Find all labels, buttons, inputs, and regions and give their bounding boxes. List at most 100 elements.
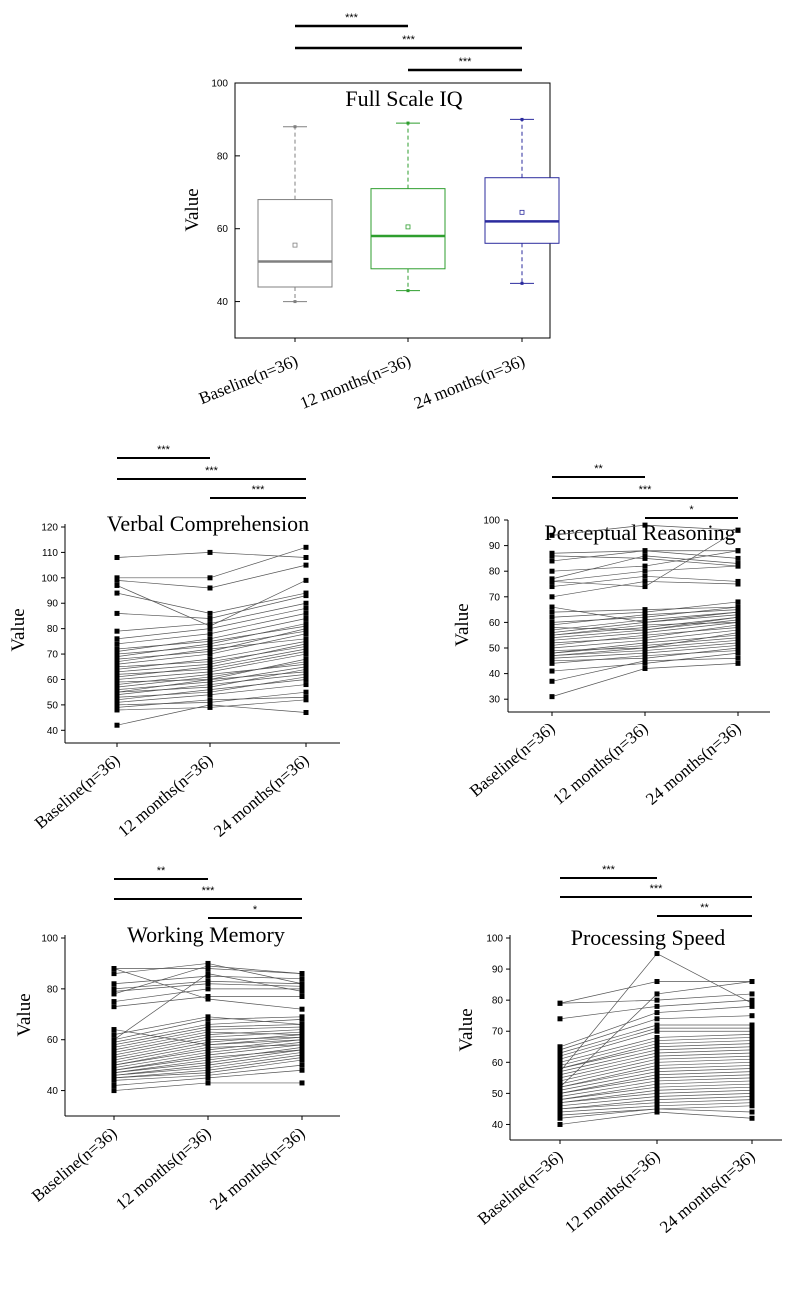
y-tick-label: 80 [47,984,59,995]
data-point [205,1039,211,1045]
data-point [549,642,555,648]
data-point [654,1087,660,1093]
significance-label: * [253,904,258,916]
data-point [114,649,120,655]
significance-label: ** [157,865,166,877]
data-point [749,1087,755,1093]
data-point [735,637,741,643]
data-point [205,1024,211,1030]
data-point [111,1072,117,1078]
data-point [735,527,741,533]
data-point [299,981,305,987]
y-axis-ticks: 40 50 60 70 80 90 100 110 120 [41,523,65,737]
subject-lines [111,960,305,1094]
data-point [749,1081,755,1087]
data-point [749,1056,755,1062]
data-point [749,1109,755,1115]
data-point [111,988,117,994]
data-point [205,1029,211,1035]
data-point [735,563,741,569]
data-point [299,1024,305,1030]
y-tick-label: 80 [47,624,59,635]
data-point [303,710,309,716]
data-point [114,577,120,583]
data-point [111,1037,117,1043]
data-point [735,555,741,561]
max-point [293,125,297,129]
data-point [205,960,211,966]
data-point [205,1080,211,1086]
data-point [642,619,648,625]
data-point [557,1069,563,1075]
data-point [114,682,120,688]
data-point [642,635,648,641]
data-point [654,997,660,1003]
y-tick-label: 40 [489,669,501,680]
data-point [749,1050,755,1056]
data-point [642,653,648,659]
y-tick-label: 90 [492,965,504,976]
data-point [749,1000,755,1006]
data-point [299,1055,305,1061]
data-point [735,609,741,615]
data-point [303,593,309,599]
data-point [111,1027,117,1033]
data-point [303,615,309,621]
y-tick-label: 90 [47,599,59,610]
data-point [549,619,555,625]
data-point [654,1038,660,1044]
data-point [654,1081,660,1087]
panel-perceptual-reasoning: Perceptual Reasoning Value 30 40 50 60 70 80 9… [452,463,770,809]
data-point [654,1084,660,1090]
data-point [205,1049,211,1055]
data-point [303,674,309,680]
data-point [654,1093,660,1099]
data-point [735,627,741,633]
data-point [654,1103,660,1109]
y-axis-label: Value [8,608,29,651]
data-point [207,676,213,682]
data-point [642,609,648,615]
data-point [207,674,213,680]
data-point [111,1047,117,1053]
data-point [303,669,309,675]
data-point [642,630,648,636]
data-point [549,668,555,674]
data-point [114,582,120,588]
data-point [114,651,120,657]
significance-brackets: ****** [552,463,738,519]
data-point [114,687,120,693]
data-point [654,1059,660,1065]
data-point [299,1032,305,1038]
data-point [654,1047,660,1053]
data-point [557,1109,563,1115]
data-point [111,1060,117,1066]
significance-brackets: *** *** *** [295,12,522,72]
data-point [303,554,309,560]
data-point [303,682,309,688]
y-axis-ticks: 40 60 80 100 [41,934,65,1097]
data-point [299,976,305,982]
data-point [111,1082,117,1088]
data-point [557,1066,563,1072]
data-point [205,978,211,984]
data-point [749,1084,755,1090]
y-axis-label: Value [452,603,473,646]
data-point [549,576,555,582]
subject-line [116,592,307,614]
data-point [114,671,120,677]
data-point [111,1055,117,1061]
y-tick-label: 80 [489,567,501,578]
data-point [114,661,120,667]
data-point [654,1078,660,1084]
data-point [735,625,741,631]
y-tick-label: 30 [489,695,501,706]
data-point [207,549,213,555]
significance-label: * [689,504,694,516]
box-2 [370,121,446,293]
data-point [207,641,213,647]
data-point [303,694,309,700]
data-point [735,645,741,651]
y-axis-label: Value [182,188,203,231]
